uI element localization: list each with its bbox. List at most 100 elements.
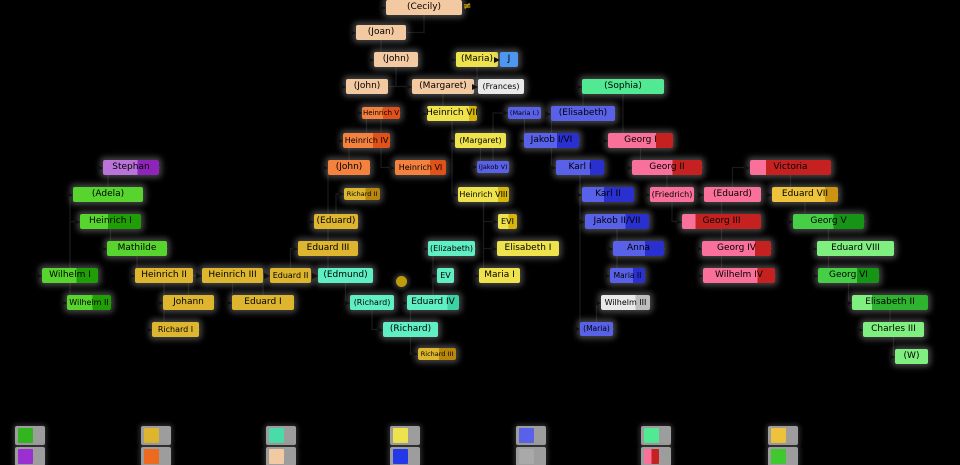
incoming-arrow-icon — [604, 272, 610, 279]
incoming-arrow-icon — [421, 110, 427, 117]
person-box-eduardIII[interactable]: Eduard III — [292, 241, 358, 256]
person-box-heinrichIII[interactable]: Heinrich III — [196, 268, 263, 283]
incoming-arrow-icon — [787, 218, 793, 225]
person-box-eduardKent[interactable]: (Eduard) — [698, 187, 761, 202]
person-box-margaret6[interactable]: (Margaret) — [449, 133, 506, 148]
incoming-arrow-icon — [676, 218, 682, 225]
person-box-adela[interactable]: (Adela) — [67, 187, 143, 202]
incoming-arrow-icon — [450, 56, 456, 63]
person-box-johann[interactable]: Johann — [157, 295, 214, 310]
person-label: Maria I — [484, 270, 515, 280]
person-box-richard13[interactable]: (Richard) — [377, 322, 438, 337]
person-box-cecily[interactable]: (Cecily) — [380, 0, 462, 15]
person-box-w14[interactable]: (W) — [889, 349, 928, 364]
person-box-heinrichII[interactable]: Heinrich II — [129, 268, 193, 283]
person-box-eduardVIII[interactable]: Eduard VIII — [811, 241, 894, 256]
person-box-richardII[interactable]: Richard II — [338, 188, 380, 200]
person-box-eduardI[interactable]: Eduard I — [226, 295, 294, 310]
person-box-heinrichVIII[interactable]: Heinrich VIII — [452, 187, 509, 202]
person-box-eduardIV[interactable]: Eduard IV — [401, 295, 459, 310]
person-label: Richard III — [420, 349, 454, 358]
person-box-jakobI[interactable]: Jakob I/VI — [518, 133, 579, 148]
person-box-mariaPR[interactable]: (Maria) — [574, 322, 613, 336]
person-box-frances4[interactable]: (Frances) — [472, 79, 524, 94]
person-box-elisabeth5[interactable]: (Elisabeth) — [545, 106, 615, 121]
person-box-heinrichI[interactable]: Heinrich I — [74, 214, 141, 229]
legend-color-swatch — [519, 428, 534, 443]
person-box-richardIII[interactable]: Richard III — [412, 348, 456, 360]
person-box-georgII[interactable]: Georg II — [626, 160, 702, 175]
person-label: Georg VI — [829, 270, 868, 280]
person-box-john4[interactable]: (John) — [340, 79, 388, 94]
person-box-wilhelmIII[interactable]: Wilhelm III — [595, 295, 650, 310]
person-box-georgV[interactable]: Georg V — [787, 214, 864, 229]
person-label: (Eduard) — [713, 189, 752, 199]
person-box-heinrichVII[interactable]: Heinrich VII — [421, 106, 478, 121]
person-box-wilhelmII[interactable]: Wilhelm II — [61, 295, 111, 310]
person-box-karlII[interactable]: Karl II — [576, 187, 634, 202]
person-box-edwardBP[interactable]: (Eduard) — [308, 214, 358, 229]
person-box-elisabethII[interactable]: Elisabeth II — [846, 295, 928, 310]
person-label: Maria II — [613, 270, 642, 280]
person-box-edmund[interactable]: (Edmund) — [312, 268, 373, 283]
legend-entry — [266, 447, 296, 465]
person-box-mariaI11[interactable]: Maria I — [473, 268, 520, 283]
incoming-arrow-icon — [766, 191, 772, 198]
person-box-charles[interactable]: Charles III — [857, 322, 924, 337]
person-box-anna[interactable]: Anna — [607, 241, 664, 256]
person-label: Wilhelm IV — [715, 270, 763, 280]
person-box-georgVI[interactable]: Georg VI — [812, 268, 879, 283]
person-box-richardI[interactable]: Richard I — [146, 322, 199, 337]
person-box-wilhelmIV[interactable]: Wilhelm IV — [697, 268, 775, 283]
person-box-jakobV[interactable]: (Jakob V) — [471, 161, 509, 173]
person-box-mariaII[interactable]: Maria II — [604, 268, 645, 283]
incoming-arrow-icon — [97, 164, 103, 171]
person-box-richard12[interactable]: (Richard) — [344, 295, 394, 310]
person-box-elizabeth10[interactable]: (Elizabeth) — [422, 241, 475, 256]
person-box-joan[interactable]: (Joan) — [350, 25, 406, 40]
person-label: (Cecily) — [406, 2, 442, 12]
person-box-eduardVI[interactable]: EVI — [492, 214, 517, 229]
person-box-john7[interactable]: (John) — [322, 160, 370, 175]
incoming-arrow-icon — [338, 191, 344, 197]
person-box-maria3[interactable]: (Maria) — [450, 52, 498, 67]
legend-entry — [266, 426, 296, 445]
person-label: Karl II — [595, 189, 621, 199]
incoming-arrow-icon — [350, 29, 356, 36]
person-box-victoria[interactable]: Victoria — [744, 160, 831, 175]
person-box-eduardII[interactable]: Eduard II — [264, 268, 311, 283]
incoming-arrow-icon — [518, 137, 524, 144]
person-box-mariaI5[interactable]: (Maria I.) — [502, 107, 541, 119]
person-box-eduardVII[interactable]: Eduard VII — [766, 187, 838, 202]
person-box-heinrichIV[interactable]: Heinrich IV — [337, 133, 390, 148]
incoming-arrow-icon — [36, 272, 42, 279]
legend-entry — [141, 426, 171, 445]
legend-color-swatch — [771, 428, 786, 443]
person-box-eduardV[interactable]: EV — [431, 268, 454, 283]
incoming-arrow-icon — [857, 326, 863, 333]
person-box-john3[interactable]: (John) — [368, 52, 418, 67]
person-box-karlI[interactable]: Karl I — [550, 160, 604, 175]
person-box-georgI[interactable]: Georg I — [602, 133, 673, 148]
incoming-arrow-icon — [380, 4, 386, 11]
person-box-j[interactable]: J — [494, 52, 518, 67]
person-box-heinrichV[interactable]: Heinrich V — [356, 107, 400, 119]
person-box-mathilde[interactable]: Mathilde — [101, 241, 167, 256]
connector-line — [731, 166, 749, 195]
person-box-elisabethI[interactable]: Elisabeth I — [491, 241, 559, 256]
person-box-georgIII[interactable]: Georg III — [676, 214, 761, 229]
person-box-heinrichVI[interactable]: Heinrich VI — [389, 160, 446, 175]
person-box-friedrich[interactable]: (Friedrich) — [644, 187, 694, 202]
legend-entry — [516, 426, 546, 445]
person-label: (Maria) — [583, 324, 610, 334]
legend-entry — [641, 447, 671, 465]
person-box-georgIV[interactable]: Georg IV — [696, 241, 771, 256]
person-box-jakobII[interactable]: Jakob II/VII — [579, 214, 649, 229]
person-box-wilhelmI[interactable]: Wilhelm I — [36, 268, 98, 283]
person-box-margaret4[interactable]: (Margaret) — [406, 79, 474, 94]
person-label: Stephan — [112, 162, 150, 172]
incoming-arrow-icon — [502, 110, 508, 116]
person-box-sophia[interactable]: (Sophia) — [576, 79, 664, 94]
person-box-stephan[interactable]: Stephan — [97, 160, 159, 175]
